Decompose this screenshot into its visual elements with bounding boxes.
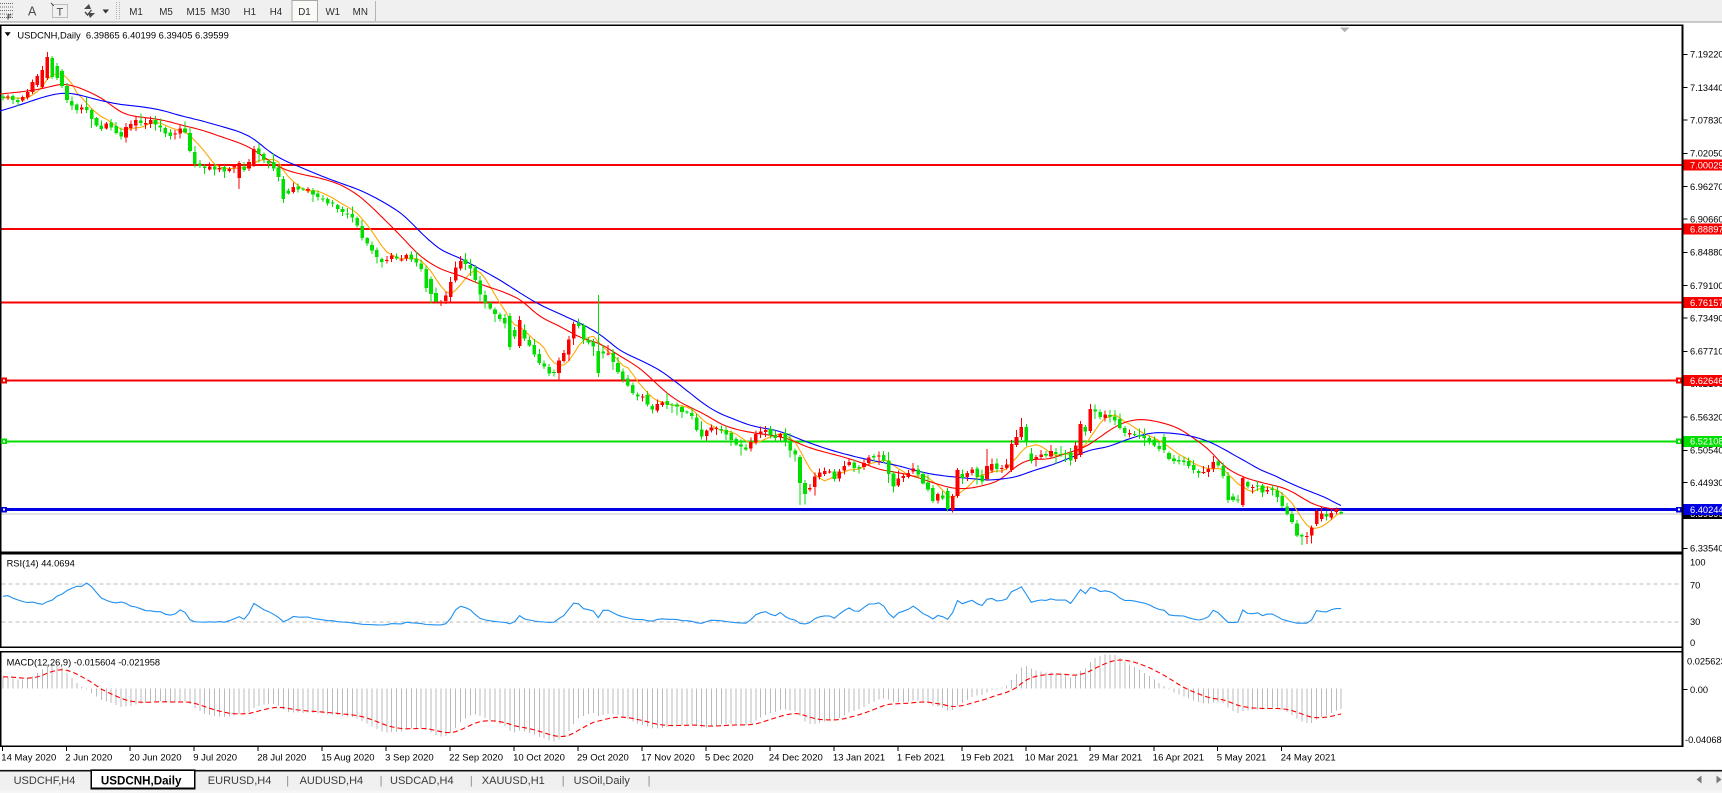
svg-text:0: 0 [1690, 638, 1695, 648]
svg-text:16 Apr 2021: 16 Apr 2021 [1153, 753, 1204, 764]
svg-text:|: | [648, 775, 651, 787]
svg-text:6.88897: 6.88897 [1690, 225, 1722, 235]
svg-text:28 Jul 2020: 28 Jul 2020 [257, 753, 306, 764]
svg-text:29 Oct 2020: 29 Oct 2020 [577, 753, 629, 764]
svg-text:10 Mar 2021: 10 Mar 2021 [1025, 753, 1078, 764]
svg-text:M5: M5 [159, 7, 173, 18]
svg-text:RSI(14) 44.0694: RSI(14) 44.0694 [7, 559, 75, 569]
svg-text:MACD(12,26,9) -0.015604 -0.021: MACD(12,26,9) -0.015604 -0.021958 [7, 657, 161, 667]
svg-text:7.13440: 7.13440 [1690, 83, 1722, 93]
svg-text:17 Nov 2020: 17 Nov 2020 [641, 753, 695, 764]
svg-text:W1: W1 [325, 7, 340, 18]
svg-text:M1: M1 [129, 7, 143, 18]
svg-text:5 May 2021: 5 May 2021 [1217, 753, 1267, 764]
svg-text:-0.04068: -0.04068 [1685, 735, 1722, 745]
svg-text:H1: H1 [244, 7, 257, 18]
svg-text:|: | [470, 775, 473, 787]
svg-text:|: | [286, 775, 289, 787]
svg-text:USOil,Daily: USOil,Daily [574, 775, 631, 787]
svg-text:3 Sep 2020: 3 Sep 2020 [385, 753, 434, 764]
svg-text:EURUSD,H4: EURUSD,H4 [208, 775, 272, 787]
svg-text:9 Jul 2020: 9 Jul 2020 [193, 753, 237, 764]
svg-text:15 Aug 2020: 15 Aug 2020 [321, 753, 374, 764]
svg-text:29 Mar 2021: 29 Mar 2021 [1089, 753, 1142, 764]
svg-text:M15: M15 [186, 7, 206, 18]
svg-text:6.50540: 6.50540 [1690, 446, 1722, 456]
svg-text:6.52108: 6.52108 [1690, 437, 1722, 447]
svg-text:T: T [57, 7, 64, 19]
svg-text:6.96270: 6.96270 [1690, 182, 1722, 192]
svg-text:7.02050: 7.02050 [1690, 149, 1722, 159]
svg-text:6.90660: 6.90660 [1690, 214, 1722, 224]
svg-text:USDCNH,Daily: USDCNH,Daily [101, 774, 182, 787]
svg-text:24 Dec 2020: 24 Dec 2020 [769, 753, 823, 764]
svg-text:M30: M30 [211, 7, 231, 18]
svg-text:6.84880: 6.84880 [1690, 248, 1722, 258]
svg-text:A: A [28, 5, 37, 19]
svg-text:6.62646: 6.62646 [1690, 376, 1722, 386]
svg-text:14 May 2020: 14 May 2020 [1, 753, 56, 764]
svg-text:6.67710: 6.67710 [1690, 347, 1722, 357]
svg-text:H4: H4 [270, 7, 283, 18]
svg-text:MN: MN [353, 7, 368, 18]
svg-text:D1: D1 [298, 7, 311, 18]
svg-text:100: 100 [1690, 557, 1706, 567]
svg-text:AUDUSD,H4: AUDUSD,H4 [300, 775, 364, 787]
svg-text:USDCAD,H4: USDCAD,H4 [390, 775, 454, 787]
svg-text:30: 30 [1690, 617, 1700, 627]
svg-text:24 May 2021: 24 May 2021 [1281, 753, 1336, 764]
svg-text:XAUUSD,H1: XAUUSD,H1 [482, 775, 545, 787]
svg-text:2 Jun 2020: 2 Jun 2020 [65, 753, 112, 764]
svg-text:|: | [562, 775, 565, 787]
svg-text:6.44930: 6.44930 [1690, 478, 1722, 488]
svg-text:6.76157: 6.76157 [1690, 298, 1722, 308]
svg-text:6.73490: 6.73490 [1690, 313, 1722, 323]
svg-text:6.40244: 6.40244 [1690, 505, 1722, 515]
svg-text:7.07830: 7.07830 [1690, 115, 1722, 125]
svg-text:5 Dec 2020: 5 Dec 2020 [705, 753, 754, 764]
svg-text:7.19220: 7.19220 [1690, 50, 1722, 60]
svg-text:7.00029: 7.00029 [1690, 160, 1722, 170]
svg-text:22 Sep 2020: 22 Sep 2020 [449, 753, 503, 764]
svg-text:6.79100: 6.79100 [1690, 281, 1722, 291]
svg-text:19 Feb 2021: 19 Feb 2021 [961, 753, 1014, 764]
svg-text:USDCNH,Daily 6.39865 6.40199: USDCNH,Daily 6.39865 6.40199 6.39405 6.3… [17, 30, 228, 40]
svg-text:0.025623: 0.025623 [1687, 656, 1722, 666]
svg-text:0.00: 0.00 [1690, 685, 1708, 695]
svg-text:6.33540: 6.33540 [1690, 544, 1722, 554]
svg-text:|: | [380, 775, 383, 787]
svg-text:USDCHF,H4: USDCHF,H4 [14, 775, 76, 787]
svg-text:10 Oct 2020: 10 Oct 2020 [513, 753, 565, 764]
svg-text:6.56320: 6.56320 [1690, 412, 1722, 422]
svg-text:1 Feb 2021: 1 Feb 2021 [897, 753, 945, 764]
svg-text:70: 70 [1690, 581, 1700, 591]
svg-text:13 Jan 2021: 13 Jan 2021 [833, 753, 885, 764]
svg-text:20 Jun 2020: 20 Jun 2020 [129, 753, 181, 764]
svg-text:F: F [7, 13, 12, 22]
